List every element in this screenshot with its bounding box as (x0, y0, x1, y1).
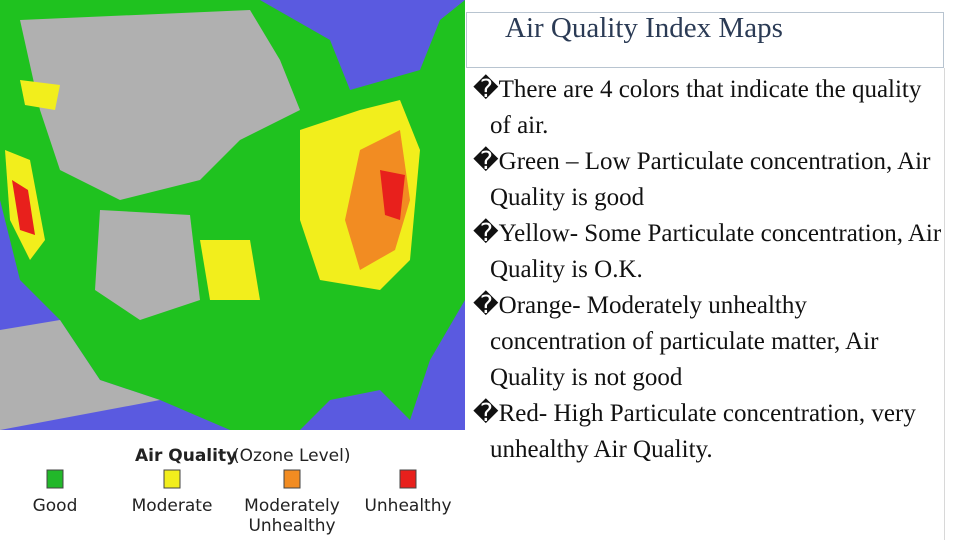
bullet: �Green – Low Particulate concentration, … (473, 148, 931, 211)
gray-region (95, 210, 200, 320)
unhealthy-area (12, 180, 35, 235)
legend-swatch (283, 469, 301, 489)
legend-label: Moderate (132, 496, 213, 516)
bullet: �Yellow- Some Particulate concentration,… (473, 220, 942, 283)
title-box (466, 12, 944, 68)
moderate-area (20, 80, 60, 110)
bullet: �Red- High Particulate concentration, ve… (473, 400, 916, 463)
unhealthy-area (380, 170, 405, 220)
gray-region (20, 10, 300, 200)
legend: Air Quality(Ozone Level) Good Moderate Mode… (33, 446, 452, 536)
legend-heading: Air Quality (135, 446, 237, 466)
legend-swatch (163, 469, 181, 489)
moderately-unhealthy-area (345, 130, 410, 270)
legend-label: Good (33, 496, 78, 516)
moderate-area (200, 240, 260, 300)
bullet: �There are 4 colors that indicate the qu… (473, 76, 922, 139)
bullet-list: �There are 4 colors that indicate the qu… (473, 72, 943, 468)
slide-title: Air Quality Index Maps (505, 12, 783, 44)
air-quality-map (0, 0, 465, 430)
divider (944, 68, 945, 540)
legend-subheading: (Ozone Level) (233, 446, 350, 466)
gray-region (0, 320, 160, 430)
legend-label: Unhealthy (248, 516, 335, 536)
bullet: �Orange- Moderately unhealthy concentrat… (473, 292, 879, 391)
legend-swatch (399, 469, 417, 489)
legend-swatch (46, 469, 64, 489)
legend-label: Moderately (244, 496, 340, 516)
legend-label: Unhealthy (364, 496, 451, 516)
